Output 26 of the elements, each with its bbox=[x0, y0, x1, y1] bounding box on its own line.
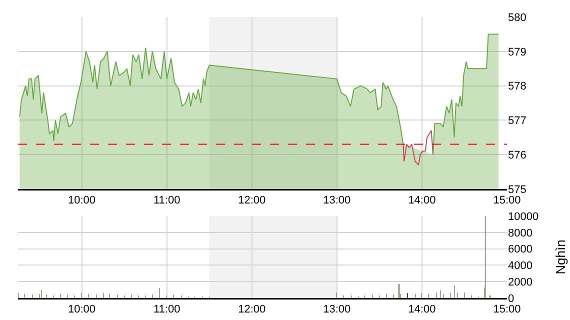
y-tick-label: 0 bbox=[508, 292, 514, 305]
y-tick-label: 578 bbox=[508, 80, 526, 93]
x-tick-label: 13:00 bbox=[323, 194, 351, 207]
x-tick-label: 11:00 bbox=[153, 304, 180, 316]
x-tick-label: 15:00 bbox=[493, 194, 521, 207]
line-series bbox=[402, 130, 434, 166]
x-tick-label: 14:00 bbox=[408, 304, 436, 316]
x-tick-label: 12:00 bbox=[238, 194, 266, 207]
y-tick-label: 4000 bbox=[508, 260, 532, 272]
y-tick-label: 8000 bbox=[508, 227, 532, 240]
x-tick-label: 12:00 bbox=[238, 304, 266, 316]
y-tick-label: 6000 bbox=[508, 244, 532, 256]
y-tick-label: 575 bbox=[508, 184, 526, 196]
x-tick-label: 10:00 bbox=[68, 194, 96, 207]
x-tick-label: 15:00 bbox=[493, 304, 521, 316]
y-tick-label: 580 bbox=[508, 12, 526, 24]
y-tick-label: 577 bbox=[508, 115, 526, 128]
y-axis-title: Nghìn bbox=[553, 240, 568, 274]
x-tick-label: 14:00 bbox=[408, 194, 436, 207]
x-tick-label: 11:00 bbox=[153, 194, 180, 207]
y-tick-label: 576 bbox=[508, 149, 526, 162]
y-tick-label: 2000 bbox=[508, 276, 532, 288]
y-tick-label: 579 bbox=[508, 46, 526, 58]
y-tick-label: 10000 bbox=[508, 210, 539, 223]
x-tick-label: 10:00 bbox=[68, 304, 96, 316]
x-tick-label: 13:00 bbox=[323, 304, 351, 316]
